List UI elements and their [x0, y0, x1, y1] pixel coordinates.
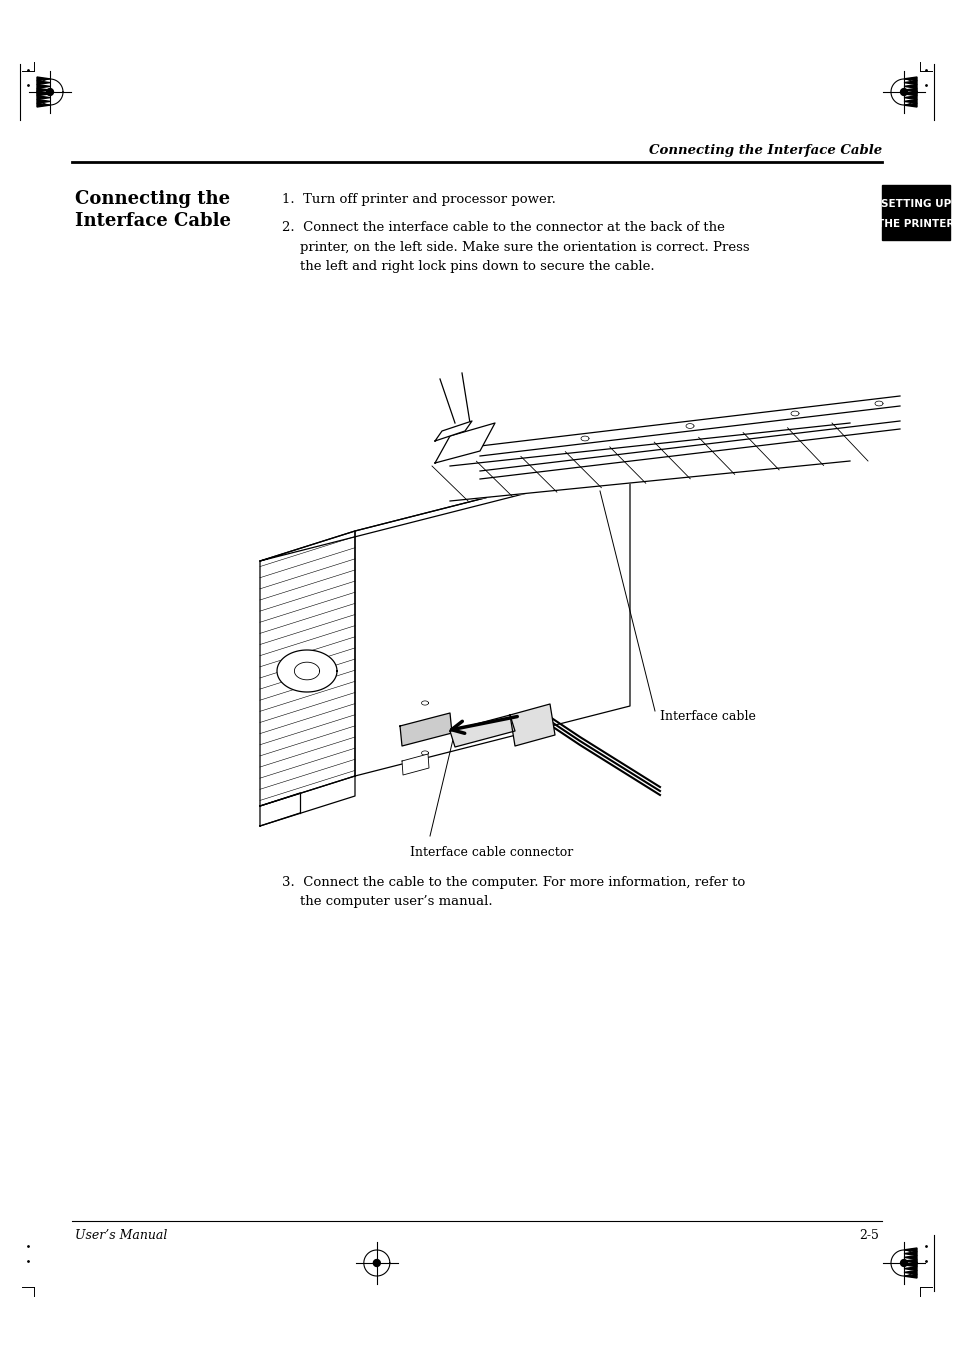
- Polygon shape: [435, 422, 472, 440]
- Polygon shape: [276, 650, 336, 692]
- Text: the computer user’s manual.: the computer user’s manual.: [299, 896, 492, 908]
- Text: Interface Cable: Interface Cable: [75, 212, 231, 230]
- Polygon shape: [874, 401, 882, 405]
- Polygon shape: [260, 461, 629, 561]
- Text: Interface cable connector: Interface cable connector: [410, 846, 573, 859]
- Polygon shape: [903, 85, 916, 88]
- Polygon shape: [790, 411, 799, 416]
- Polygon shape: [903, 1248, 916, 1252]
- Polygon shape: [37, 100, 50, 103]
- Text: 2.  Connect the interface cable to the connector at the back of the: 2. Connect the interface cable to the co…: [282, 222, 724, 234]
- Text: the left and right lock pins down to secure the cable.: the left and right lock pins down to sec…: [299, 259, 654, 273]
- Polygon shape: [37, 77, 50, 81]
- Polygon shape: [450, 715, 515, 747]
- Polygon shape: [260, 531, 355, 807]
- Text: 3.  Connect the cable to the computer. For more information, refer to: 3. Connect the cable to the computer. Fo…: [282, 875, 744, 889]
- Text: User’s Manual: User’s Manual: [75, 1229, 167, 1242]
- Polygon shape: [37, 85, 50, 88]
- Polygon shape: [355, 461, 629, 775]
- Polygon shape: [903, 81, 916, 85]
- Polygon shape: [685, 424, 693, 428]
- Polygon shape: [903, 1274, 916, 1278]
- Polygon shape: [903, 92, 916, 96]
- Polygon shape: [37, 81, 50, 85]
- Bar: [882, 185, 949, 240]
- Polygon shape: [46, 88, 54, 96]
- Polygon shape: [903, 1252, 916, 1255]
- Polygon shape: [903, 1270, 916, 1274]
- Polygon shape: [260, 775, 355, 825]
- Text: Interface cable: Interface cable: [659, 709, 755, 723]
- Polygon shape: [899, 88, 907, 96]
- Text: Connecting the Interface Cable: Connecting the Interface Cable: [648, 145, 882, 157]
- Polygon shape: [903, 1267, 916, 1270]
- Polygon shape: [903, 100, 916, 103]
- Polygon shape: [37, 88, 50, 92]
- Text: THE PRINTER: THE PRINTER: [877, 219, 953, 228]
- Polygon shape: [373, 1259, 380, 1267]
- Polygon shape: [401, 754, 429, 775]
- Polygon shape: [37, 96, 50, 100]
- Polygon shape: [903, 1255, 916, 1259]
- Text: SETTING UP: SETTING UP: [880, 199, 950, 209]
- Polygon shape: [580, 436, 588, 440]
- Polygon shape: [903, 77, 916, 81]
- Text: 2-5: 2-5: [859, 1229, 878, 1242]
- Polygon shape: [435, 423, 495, 463]
- Polygon shape: [37, 103, 50, 107]
- Polygon shape: [399, 713, 452, 746]
- Polygon shape: [510, 704, 555, 746]
- Polygon shape: [903, 88, 916, 92]
- Polygon shape: [903, 103, 916, 107]
- Polygon shape: [903, 1259, 916, 1263]
- Text: printer, on the left side. Make sure the orientation is correct. Press: printer, on the left side. Make sure the…: [299, 240, 749, 254]
- Polygon shape: [450, 423, 849, 501]
- Polygon shape: [37, 92, 50, 96]
- Text: 1.  Turn off printer and processor power.: 1. Turn off printer and processor power.: [282, 193, 556, 205]
- Polygon shape: [899, 1259, 907, 1267]
- Text: Connecting the: Connecting the: [75, 190, 230, 208]
- Polygon shape: [903, 1263, 916, 1267]
- Polygon shape: [903, 96, 916, 100]
